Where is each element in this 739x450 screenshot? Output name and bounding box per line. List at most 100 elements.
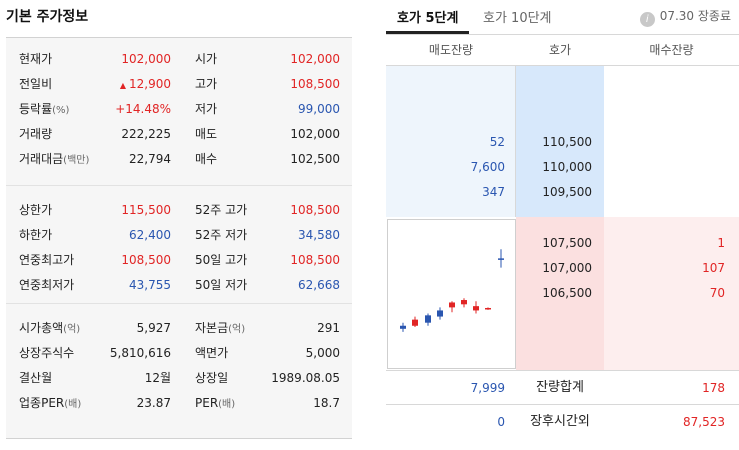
- stat-label: 상한가: [19, 200, 52, 220]
- ask-price[interactable]: 110,000: [542, 160, 592, 174]
- stat-label: 전일비: [19, 74, 52, 94]
- after-hours-row: 0 장후시간외 87,523: [386, 404, 739, 438]
- stat-label-text: 시가총액: [19, 321, 64, 335]
- ask-price[interactable]: 109,500: [542, 185, 592, 199]
- stat-label-text: 52주 저가: [195, 228, 248, 242]
- candle-body: [498, 258, 504, 260]
- limit-group: 상한가 115,500 52주 고가 108,500 하한가 62,400 52주 저가 34…: [6, 186, 352, 304]
- candle-body: [449, 302, 455, 308]
- bid-qty-header: 매수잔량: [649, 43, 694, 57]
- stat-row: 전일비 ▲ 12,900 고가 108,500: [6, 74, 352, 94]
- ask-row[interactable]: 347 109,500: [386, 180, 739, 205]
- stat-label-text: 등락률: [19, 102, 53, 116]
- stat-label-text: 상장일: [195, 371, 229, 385]
- bid-price[interactable]: 107,000: [542, 261, 592, 275]
- stat-label-text: 현재가: [19, 52, 53, 66]
- stat-label-text: 시가: [195, 52, 218, 66]
- stat-value-text: 108,500: [121, 253, 171, 267]
- stat-unit: (백만): [63, 155, 90, 166]
- stat-label-text: 거래대금: [19, 152, 64, 166]
- ask-price[interactable]: 110,500: [542, 135, 592, 149]
- stat-row: 상장주식수 5,810,616 액면가 5,000: [6, 343, 352, 363]
- stat-label: 시가: [195, 49, 217, 69]
- stat-label-text: 매도: [195, 127, 218, 141]
- ask-price-area: [516, 66, 604, 217]
- stat-value-text: 12,900: [129, 77, 171, 91]
- stat-label: PER(배): [195, 393, 235, 415]
- bid-row[interactable]: 106,500 70: [386, 281, 739, 306]
- stat-label: 고가: [195, 74, 217, 94]
- stat-row: 시가총액(억) 5,927 자본금(억) 291: [6, 318, 352, 338]
- price-group: 현재가 102,000 시가 102,000 전일비 ▲ 12,900 고가 108,500 등락…: [6, 37, 352, 186]
- info-icon[interactable]: i: [639, 12, 655, 27]
- stat-value-text: 102,000: [121, 52, 171, 66]
- stat-unit: (억): [63, 324, 81, 335]
- stat-value-text: 43,755: [129, 278, 171, 292]
- stat-label-text: 저가: [195, 102, 218, 116]
- stat-label: 하한가: [19, 225, 52, 245]
- stat-value: 22,794: [129, 149, 171, 169]
- stat-value-text: 222,225: [121, 127, 171, 141]
- candle-body: [425, 315, 431, 323]
- stat-label: 거래량: [19, 124, 52, 144]
- stat-value: 102,000: [290, 52, 340, 66]
- total-ask-qty: 7,999: [470, 381, 505, 395]
- stat-row: 하한가 62,400 52주 저가 34,580: [6, 225, 352, 245]
- ask-row[interactable]: 52 110,500: [386, 130, 739, 155]
- stat-value: 1989.08.05: [271, 371, 340, 385]
- ask-qty: 52: [489, 135, 505, 149]
- stat-value: ▲ 12,900: [120, 74, 171, 96]
- bid-row[interactable]: 107,500 1: [386, 231, 739, 256]
- stat-value: 5,810,616: [110, 343, 171, 363]
- total-label: 잔량합계: [536, 380, 584, 395]
- bid-price[interactable]: 107,500: [542, 236, 592, 250]
- stat-value: 291: [317, 321, 340, 335]
- bid-row[interactable]: 107,000 107: [386, 256, 739, 281]
- stat-label-text: 거래량: [19, 127, 53, 141]
- stat-label: 액면가: [195, 343, 228, 363]
- stat-row: 연중최고가 108,500 50일 고가 108,500: [6, 250, 352, 270]
- after-hours-ask-qty: 0: [497, 415, 505, 429]
- bid-price[interactable]: 106,500: [542, 286, 592, 300]
- stat-value: 222,225: [121, 124, 171, 144]
- active-tab-indicator: [386, 31, 469, 34]
- stat-row: 거래량 222,225 매도 102,000: [6, 124, 352, 144]
- stat-unit: (억): [228, 324, 246, 335]
- stat-label-text: 전일비: [19, 77, 53, 91]
- candle-body: [473, 306, 479, 311]
- stat-value: 108,500: [290, 253, 340, 267]
- after-hours-label: 장후시간외: [530, 414, 590, 429]
- stat-row: 상한가 115,500 52주 고가 108,500: [6, 200, 352, 220]
- stat-label-text: 자본금: [195, 321, 229, 335]
- candle-chart-svg: [400, 249, 504, 332]
- total-remaining-row: 7,999 잔량합계 178: [386, 370, 739, 404]
- ask-row[interactable]: 7,600 110,000: [386, 155, 739, 180]
- stat-value-text: 5,927: [136, 321, 171, 335]
- stat-value: 23.87: [137, 393, 171, 413]
- basic-price-panel: 기본 주가정보 현재가 102,000 시가 102,000 전일비 ▲ 12,900 고가 1…: [0, 0, 352, 450]
- stat-unit: (배): [218, 399, 236, 410]
- tab-5-levels[interactable]: 호가 5단계: [397, 11, 459, 26]
- bid-qty: 107: [702, 261, 725, 275]
- stat-label: 매도: [195, 124, 217, 144]
- ask-area: [386, 66, 516, 217]
- stat-label: 50일 저가: [195, 275, 247, 295]
- stat-value-text: 115,500: [121, 203, 171, 217]
- stat-value: +14.48%: [115, 99, 171, 119]
- stat-row: 업종PER(배) 23.87 PER(배) 18.7: [6, 393, 352, 413]
- after-hours-bid-qty: 87,523: [683, 415, 725, 429]
- stat-value: 62,400: [129, 225, 171, 245]
- stat-label-text: 결산월: [19, 371, 53, 385]
- stat-label-text: 상장주식수: [19, 346, 75, 360]
- stat-value: 99,000: [298, 102, 340, 116]
- tab-10-levels[interactable]: 호가 10단계: [483, 11, 552, 26]
- stat-label-text: 하한가: [19, 228, 53, 242]
- stat-label: 업종PER(배): [19, 393, 81, 415]
- company-group: 시가총액(억) 5,927 자본금(억) 291 상장주식수 5,810,616 액면가 5,…: [6, 304, 352, 439]
- stat-value: 108,500: [121, 250, 171, 270]
- stat-label: 결산월: [19, 368, 52, 388]
- candle-body: [437, 310, 443, 317]
- stat-row: 연중최저가 43,755 50일 저가 62,668: [6, 275, 352, 295]
- stat-row: 거래대금(백만) 22,794 매수 102,500: [6, 149, 352, 169]
- stat-label-text: 연중최저가: [19, 278, 75, 292]
